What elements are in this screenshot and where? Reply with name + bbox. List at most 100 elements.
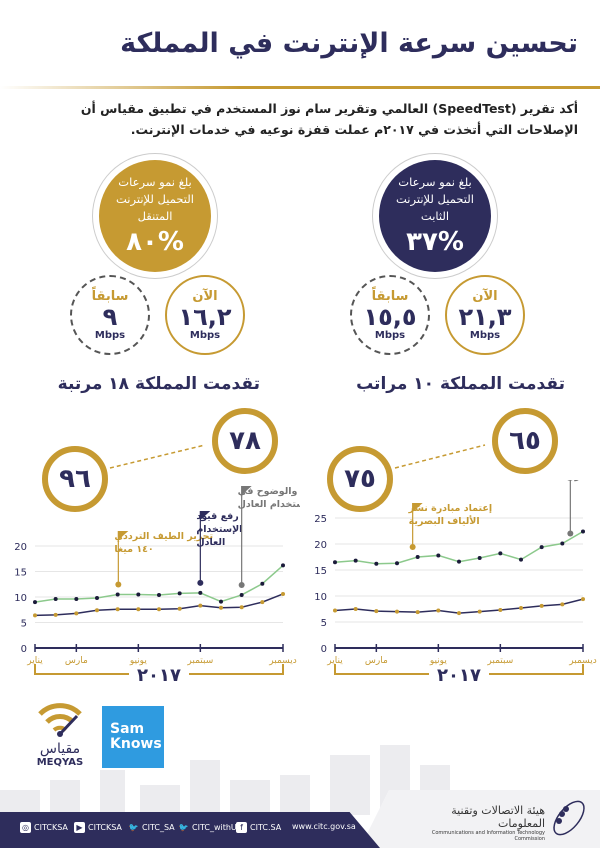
data-point [33,600,37,605]
prev-value: ١٥,٥ [363,303,417,331]
annotation-text: ٢١٠ ألف منزل [566,480,600,482]
data-point [198,603,203,608]
data-point [281,563,285,568]
data-point [415,555,420,559]
social-twitter[interactable]: 🐦 CITC_SA [128,822,175,833]
year-bracket [34,664,284,675]
mobile-speed-chart: 0 5 10 15 20 يناير مارس يونيو سبتمبر ديسمبر تحرير … [14,486,300,686]
social-label: CITC_SA [142,823,175,832]
y-tick-label: 15 [14,568,27,579]
data-point [353,607,358,611]
fixed-growth-text: بلغ نمو سرعات التحميل للإنترنت الثابت [396,174,474,223]
data-point [33,613,37,618]
data-point [477,556,482,561]
data-point [198,590,203,595]
mobile-rank-to: ٧٨ [212,408,278,474]
fixed-rank-from: ٧٥ [327,446,393,512]
mobile-growth-text: بلغ نمو سرعات التحميل للإنترنت المتنقل [116,174,194,223]
rank-arrow [394,444,486,469]
social-twitter-withu[interactable]: 🐦 CITC_withU [178,822,237,833]
data-point [177,591,182,596]
fixed-speed-chart: 0 5 10 15 20 25 يناير مارس يونيو سبتمبر ديسمبر إعتم… [314,480,600,686]
mobile-growth-pct: %٨٠ [126,226,184,257]
prev-label: سابقاً [91,289,129,304]
website-label: www.citc.gov.sa [292,822,356,831]
instagram-icon: ◎ [20,822,31,833]
annotation-marker [567,530,574,537]
data-point [219,605,223,610]
data-point [260,581,265,586]
rank-arrows [109,444,486,469]
data-point [177,606,182,611]
data-point [374,561,379,566]
social-facebook[interactable]: f CITC.SA [236,822,281,833]
data-point [477,609,482,614]
annotation-text: تحرير الطيف الترددي [114,531,213,542]
data-point [539,603,544,608]
page-title: تحسين سرعة الإنترنت في المملكة [120,28,578,59]
flag-icon [412,503,423,512]
x-tick-label: ديسمبر [568,656,596,666]
wifi-gauge-icon [38,703,82,737]
x-tick-label: ديسمبر [268,656,296,666]
data-point [239,605,244,610]
annotation-text: فرض الشفافية والوضوح في [238,486,300,497]
social-label: CITC.SA [250,823,282,832]
series-line [334,530,584,565]
intro-text: أكد تقرير (SpeedTest) العالمي وتقرير سام… [80,101,578,137]
data-point [260,600,265,605]
annotation-marker [197,579,204,586]
data-point [53,612,58,617]
y-tick-label: 25 [314,514,327,525]
data-point [560,541,565,546]
rank-arrow [109,444,206,469]
mobile-rank-heading: تقدمت المملكة ١٨ مرتبة [57,374,260,394]
unit: Mbps [94,330,126,341]
data-point [519,605,523,610]
now-label: الآن [192,289,218,304]
data-point [136,592,141,597]
data-point [219,599,223,604]
data-point [157,607,161,612]
data-point [53,597,58,602]
data-point [74,597,79,602]
youtube-icon: ▶ [74,822,85,833]
social-label: CITCKSA [34,823,68,832]
y-tick-label: 20 [314,540,327,551]
meqyas-ar: مقياس [39,741,81,757]
footer-bar [0,812,380,848]
fixed-now-circle: الآن ٢١,٣ Mbps [445,275,525,355]
x-tick-label: يونيو [429,656,448,666]
year-bracket [334,664,584,675]
data-point [560,602,565,607]
website-link[interactable]: www.citc.gov.sa [292,822,356,831]
data-point [457,611,461,616]
prev-value: ٩ [102,303,118,331]
social-youtube[interactable]: ▶ CITCKSA [74,822,122,833]
mobile-growth-circle: بلغ نمو سرعات التحميل للإنترنت المتنقل %… [99,160,211,272]
mobile-now-circle: الآن ١٦,٢ Mbps [165,275,245,355]
flag-icon [118,531,129,540]
samknows-line2: Knows [110,736,162,752]
y-tick-label: 0 [21,644,27,655]
citc-en: Communications and Information Technolog… [431,830,545,842]
flag-icon [200,511,211,520]
unit: Mbps [469,330,501,341]
x-tick-label: مارس [365,656,388,666]
y-tick-label: 5 [321,618,327,629]
fixed-rank-to: ٦٥ [492,408,558,474]
data-point [581,529,585,534]
social-instagram[interactable]: ◎ CITCKSA [20,822,68,833]
flag-icon [241,486,252,495]
unit: Mbps [189,330,221,341]
data-point [239,592,244,597]
data-point [333,608,337,613]
meqyas-en: MEQYAS [36,757,84,768]
data-point [498,608,503,613]
prev-label: سابقاً [371,289,409,304]
social-label: CITCKSA [88,823,122,832]
x-tick-label: سبتمبر [486,656,513,666]
data-point [157,592,161,597]
y-tick-label: 10 [14,593,27,604]
meqyas-logo: مقياس MEQYAS [30,696,90,768]
